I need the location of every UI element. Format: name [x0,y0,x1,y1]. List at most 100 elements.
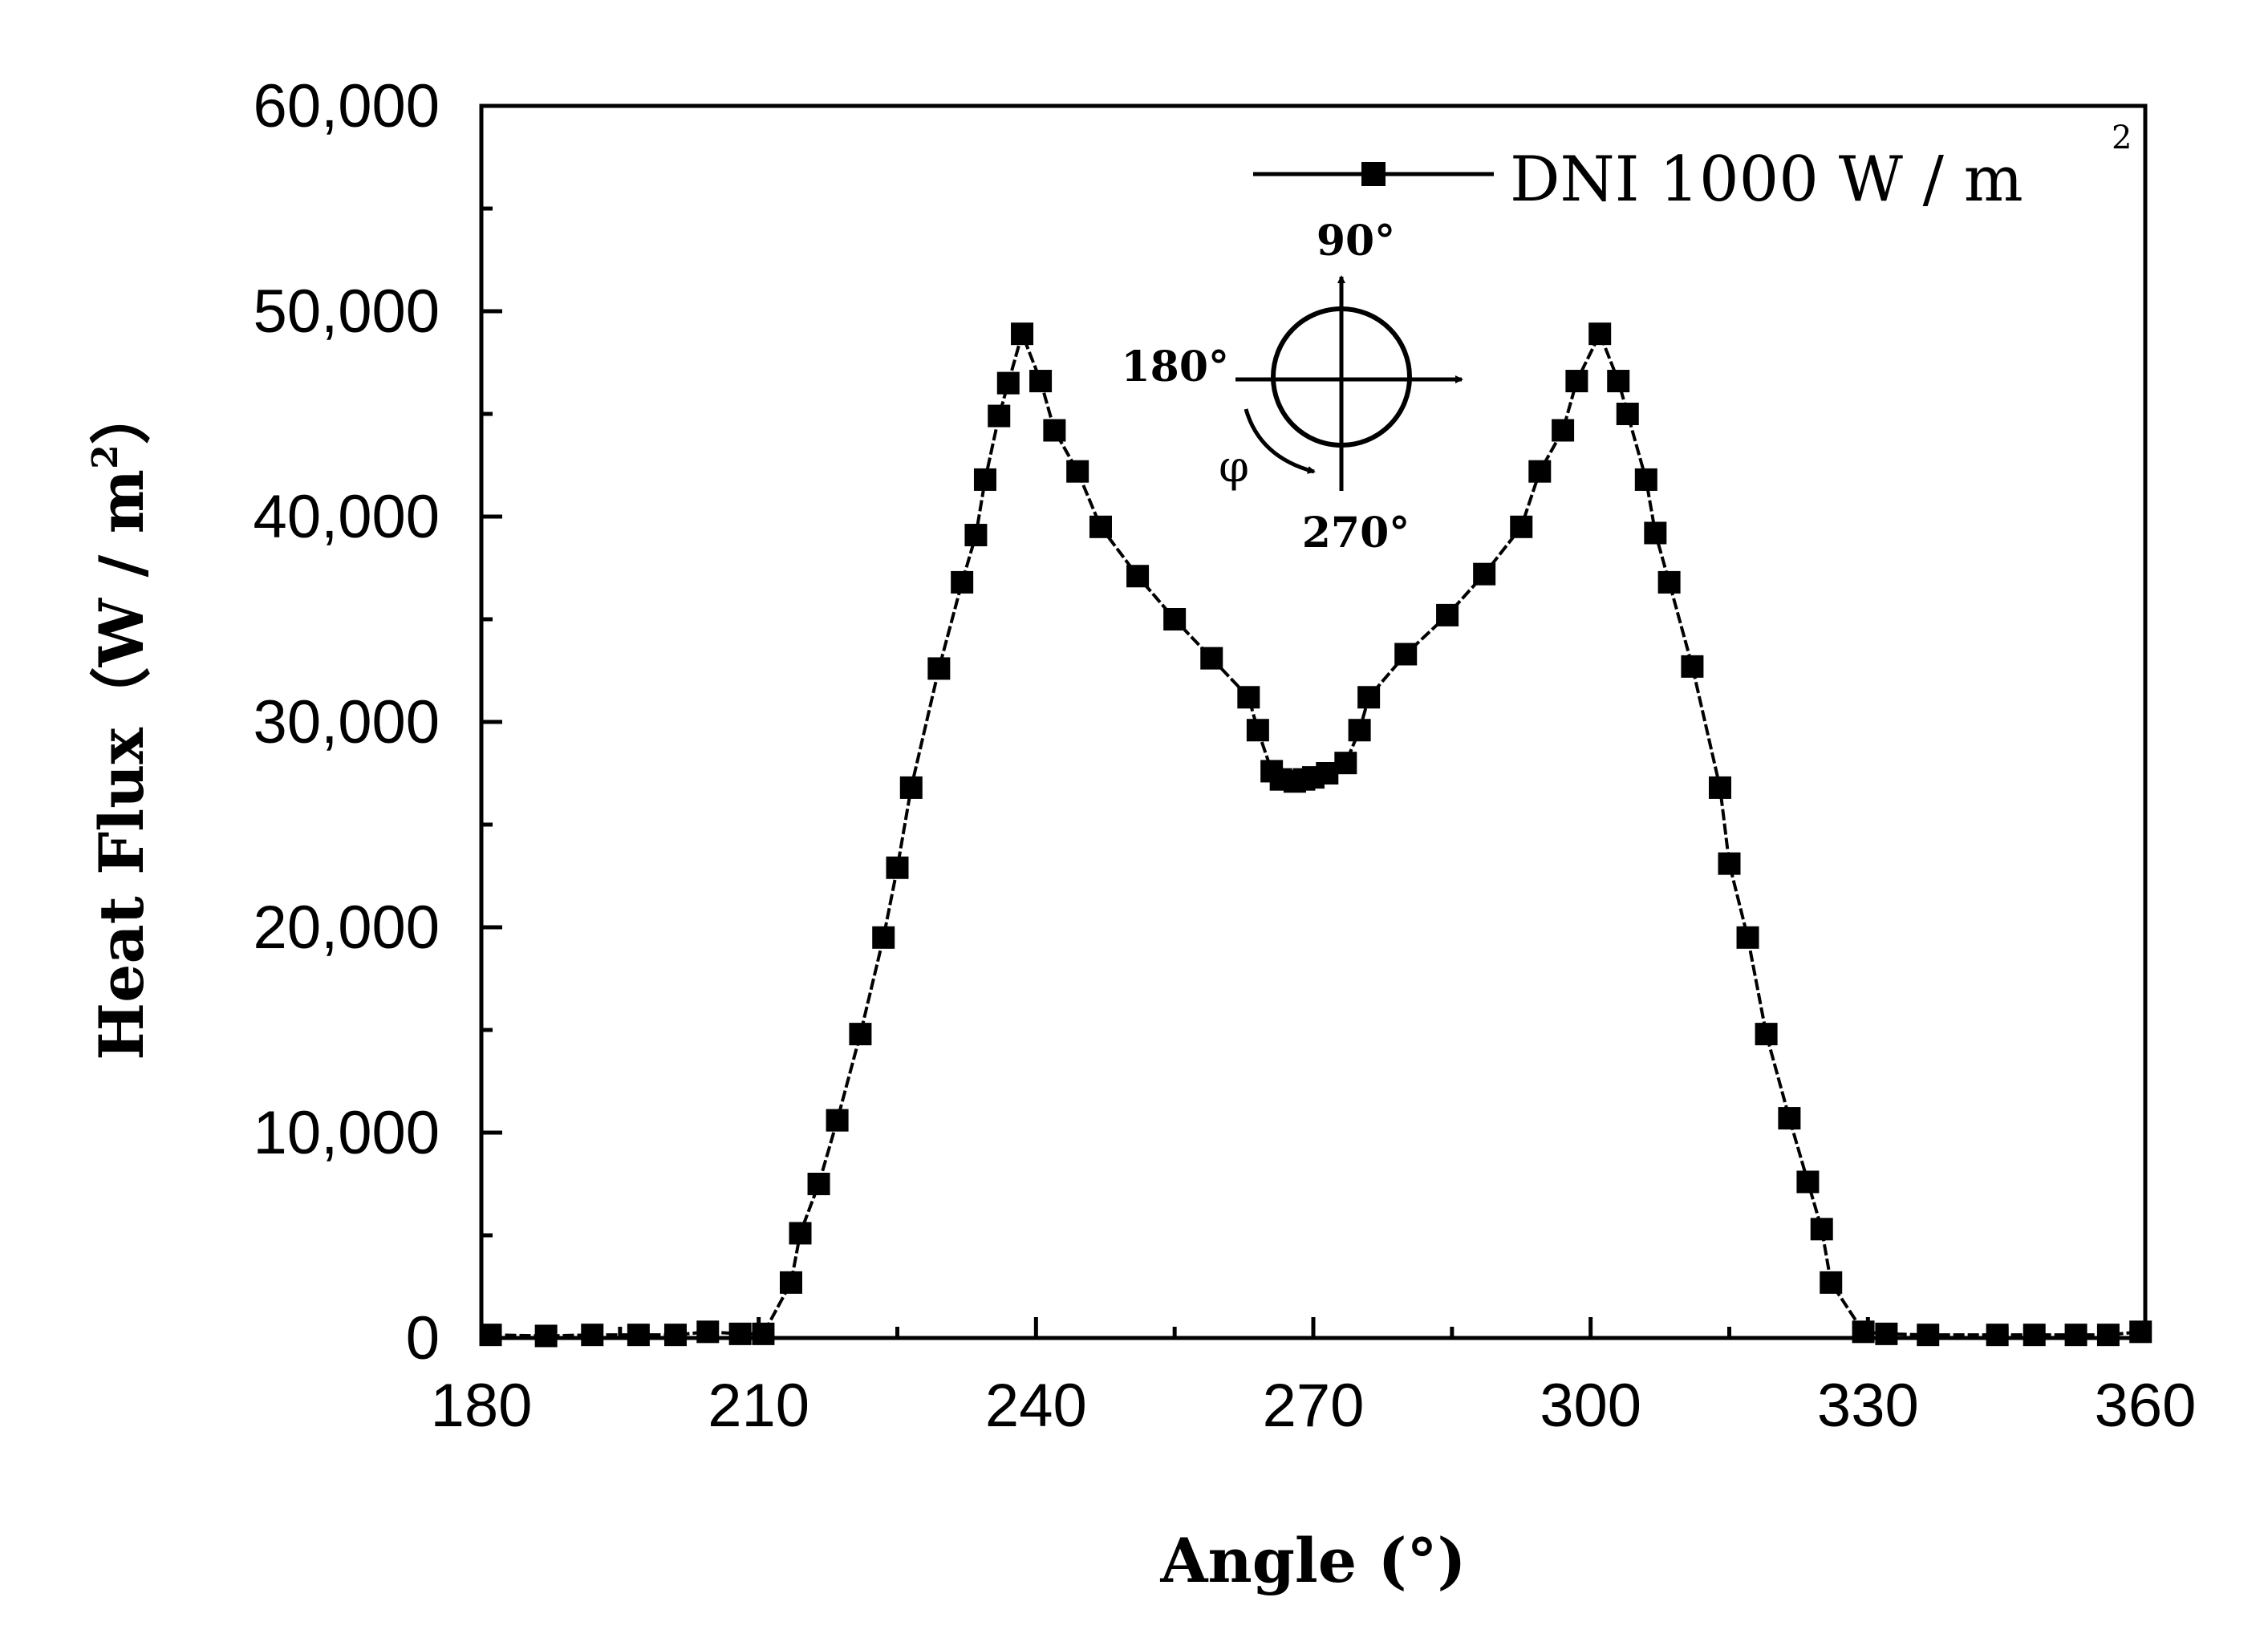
data-point-28 [1163,608,1187,630]
data-point-70 [2129,1320,2152,1344]
data-point-68 [2064,1324,2087,1347]
data-point-47 [1565,370,1588,393]
data-point-65 [1917,1324,1940,1347]
data-point-45 [1528,460,1552,483]
data-point-38 [1334,752,1357,775]
y-axis-title-superscript: 2 [85,444,126,469]
data-point-8 [779,1271,802,1294]
data-point-51 [1634,468,1657,491]
data-point-27 [1126,565,1150,588]
legend-marker-square [1361,162,1386,186]
inset-phi-arrow [1244,408,1316,474]
data-point-4 [663,1324,687,1347]
y-axis-ticks [481,103,502,1340]
data-point-63 [1852,1320,1875,1344]
data-point-15 [899,776,923,799]
data-point-16 [927,657,951,680]
data-point-21 [996,371,1020,395]
data-point-48 [1588,322,1612,346]
y-tick-label-60000: 60,000 [254,72,440,140]
data-point-54 [1681,655,1704,678]
data-point-14 [886,856,909,879]
y-axis-title: Heat Flux（W / m2） [85,383,157,1060]
y-tick-label-0: 0 [406,1304,440,1372]
inset-label-180: 180° [1121,343,1229,391]
plot-area-frame [479,103,2148,1340]
data-point-13 [872,926,895,949]
x-axis-title: Angle (°) [1160,1525,1467,1596]
data-point-29 [1200,647,1223,670]
y-axis-title-main: Heat Flux（W / m [86,469,157,1060]
data-point-31 [1246,719,1269,742]
x-tick-label-270: 270 [1263,1372,1365,1440]
series-markers-dni-1000 [479,322,2152,1348]
y-tick-label-50000: 50,000 [254,278,440,346]
angle-orientation-inset: 90° 180° 270° φ [1121,217,1463,557]
data-point-7 [752,1322,775,1345]
y-tick-label-20000: 20,000 [254,894,440,962]
data-point-46 [1552,419,1575,442]
data-point-40 [1357,686,1381,709]
data-point-12 [849,1023,872,1046]
legend-label: DNI 1000 W / m [1510,144,2023,216]
data-point-9 [789,1222,812,1245]
y-tick-label-10000: 10,000 [254,1099,440,1167]
data-point-55 [1708,776,1731,799]
data-point-52 [1644,521,1667,545]
data-point-11 [826,1109,849,1132]
legend: DNI 1000 W / m 2 [1253,120,2132,216]
data-point-19 [973,468,996,491]
inset-label-phi: φ [1219,441,1249,492]
x-tick-label-330: 330 [1817,1372,1919,1440]
data-point-66 [1986,1324,2009,1347]
data-point-60 [1796,1170,1820,1194]
data-point-57 [1736,926,1759,949]
data-point-53 [1657,570,1681,594]
inset-label-270: 270° [1302,509,1410,557]
data-point-26 [1089,515,1112,538]
data-point-59 [1778,1107,1801,1130]
data-point-17 [951,570,974,594]
data-point-56 [1718,852,1741,875]
data-point-5 [696,1320,720,1344]
data-point-39 [1348,719,1371,742]
data-point-22 [1011,322,1034,346]
data-point-64 [1875,1322,1898,1345]
data-point-6 [728,1322,752,1345]
data-point-41 [1394,643,1418,666]
data-point-69 [2096,1324,2120,1347]
data-point-58 [1755,1023,1778,1046]
x-tick-label-180: 180 [431,1372,533,1440]
data-point-23 [1029,370,1053,393]
y-tick-label-40000: 40,000 [254,483,440,551]
x-tick-label-210: 210 [708,1372,809,1440]
inset-label-90: 90° [1317,217,1395,266]
data-point-49 [1607,370,1630,393]
x-tick-label-240: 240 [985,1372,1087,1440]
x-axis-tick-labels: 180 210 240 270 300 330 360 [431,1372,2197,1440]
data-point-3 [627,1324,650,1347]
x-tick-label-360: 360 [2095,1372,2197,1440]
data-point-10 [807,1173,830,1195]
data-point-67 [2023,1324,2046,1347]
data-point-2 [581,1324,604,1347]
data-point-18 [964,524,988,547]
data-point-24 [1043,419,1066,442]
data-point-50 [1616,403,1639,425]
data-point-43 [1473,562,1496,586]
y-tick-label-30000: 30,000 [254,688,440,756]
data-point-25 [1066,460,1089,483]
legend-label-superscript: 2 [2112,120,2132,156]
series-line-dni-1000 [490,328,2141,1338]
data-point-0 [479,1324,502,1347]
data-point-20 [988,404,1011,428]
data-point-44 [1510,515,1533,538]
data-point-62 [1820,1271,1843,1294]
x-tick-label-300: 300 [1540,1372,1641,1440]
y-axis-tick-labels: 0 10,000 20,000 30,000 40,000 50,000 60,… [254,72,440,1372]
data-point-61 [1810,1218,1833,1241]
data-point-30 [1237,686,1260,709]
data-point-42 [1436,603,1459,626]
data-point-1 [534,1324,558,1348]
